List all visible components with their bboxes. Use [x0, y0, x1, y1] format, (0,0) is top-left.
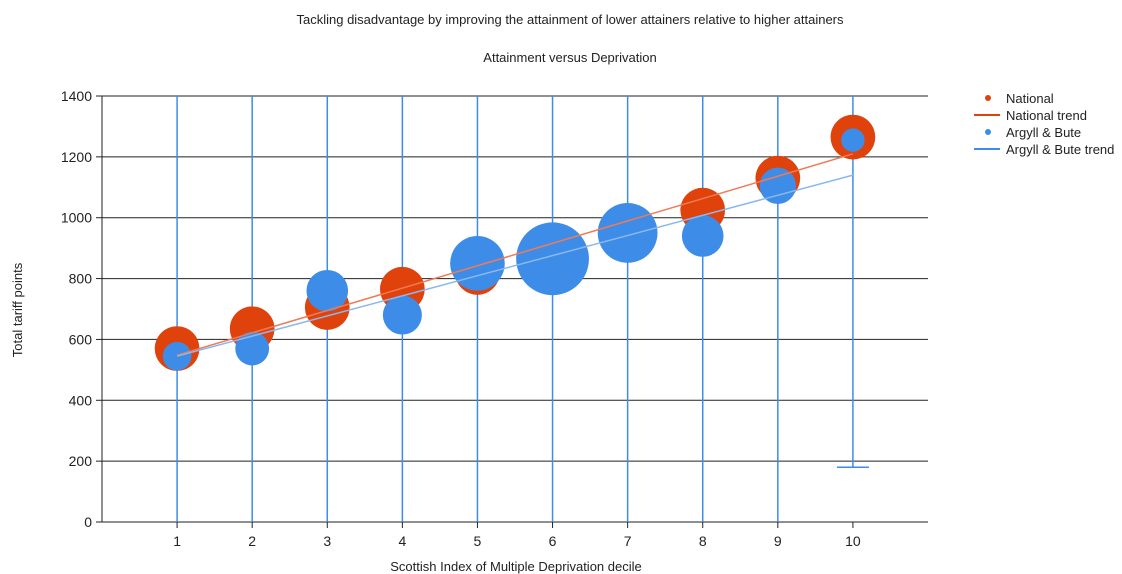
legend-label-national: National [1006, 91, 1054, 106]
y-tick-label-1200: 1200 [61, 149, 92, 165]
chart-subtitle: Attainment versus Deprivation [483, 50, 656, 65]
x-tick-labels: 1 2 3 4 5 6 7 8 9 10 [173, 533, 861, 549]
argyll-bute-bubble-1 [162, 341, 192, 371]
legend-label-argyll-bute: Argyll & Bute [1006, 125, 1081, 140]
x-tick-label-2: 2 [248, 533, 256, 549]
y-tick-label-200: 200 [69, 453, 93, 469]
legend-swatch-argyll-bute [985, 129, 991, 135]
argyll-bute-bubble-10 [841, 128, 865, 152]
trend-lines [176, 153, 854, 357]
argyll-bute-bubble-4 [382, 295, 422, 335]
y-tick-label-400: 400 [69, 392, 93, 408]
y-tick-label-600: 600 [69, 331, 93, 347]
x-tick-label-9: 9 [774, 533, 782, 549]
legend: National National trend Argyll & Bute Argyl… [974, 91, 1114, 157]
national-trend-line [176, 153, 854, 356]
x-tick-label-3: 3 [323, 533, 331, 549]
argyll-bute-bubble-6 [516, 222, 589, 296]
x-tick-label-1: 1 [173, 533, 181, 549]
argyll-bute-bubble-7 [597, 203, 658, 263]
argyll-bute-bubble-3 [306, 269, 349, 312]
y-tick-label-800: 800 [69, 271, 93, 287]
argyll-bute-bubble-9 [759, 167, 797, 204]
y-tick-labels: 0 200 400 600 800 1000 1200 1400 [61, 88, 92, 530]
axes [96, 95, 854, 528]
y-tick-label-1400: 1400 [61, 88, 92, 104]
argyll-bute-trend-line [176, 174, 854, 357]
y-axis-label: Total tariff points [10, 262, 25, 357]
legend-label-argyll-bute-trend: Argyll & Bute trend [1006, 142, 1114, 157]
argyll-bute-bubbles [162, 128, 865, 371]
argyll-bute-bubble-2 [235, 331, 270, 366]
y-tick-label-1000: 1000 [61, 210, 92, 226]
x-tick-label-7: 7 [624, 533, 632, 549]
y-tick-label-0: 0 [84, 514, 92, 530]
argyll-bute-bubble-5 [450, 236, 505, 291]
x-tick-label-6: 6 [549, 533, 557, 549]
x-tick-label-10: 10 [845, 533, 861, 549]
x-tick-label-8: 8 [699, 533, 707, 549]
error-bars [176, 96, 869, 522]
argyll-bute-bubble-8 [681, 215, 724, 257]
chart-title: Tackling disadvantage by improving the a… [296, 12, 844, 27]
legend-swatch-national [985, 95, 991, 101]
x-tick-label-4: 4 [398, 533, 406, 549]
x-axis-label: Scottish Index of Multiple Deprivation d… [390, 559, 641, 574]
x-tick-label-5: 5 [474, 533, 482, 549]
legend-label-national-trend: National trend [1006, 108, 1087, 123]
gridlines [102, 95, 928, 523]
